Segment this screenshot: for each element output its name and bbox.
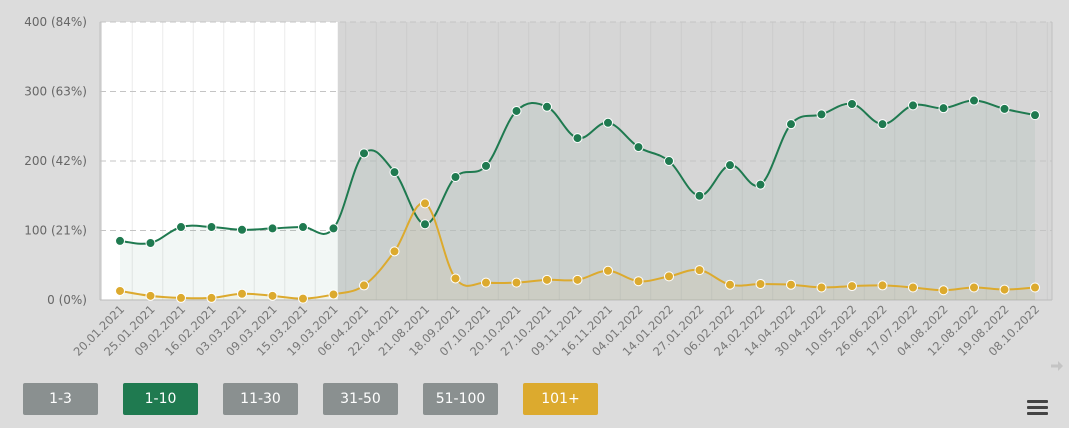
data-point-0-10[interactable] <box>420 219 430 230</box>
chart-points <box>115 95 1040 304</box>
data-point-1-15[interactable] <box>572 274 583 285</box>
filter-button-1-10[interactable]: 1-10 <box>123 383 198 415</box>
line-chart: 0 (0%) 100 (21%) 200 (42%) 300 (63%) 400 (84… <box>24 15 1053 359</box>
data-point-1-12[interactable] <box>481 277 491 288</box>
filter-button-11-30[interactable]: 11-30 <box>223 383 298 415</box>
data-point-0-25[interactable] <box>877 119 888 130</box>
data-point-1-23[interactable] <box>816 282 827 293</box>
filter-button-31-50[interactable]: 31-50 <box>323 383 398 415</box>
data-point-0-30[interactable] <box>1030 110 1040 121</box>
data-point-0-13[interactable] <box>511 105 522 116</box>
data-point-1-22[interactable] <box>786 279 796 290</box>
data-point-0-27[interactable] <box>938 103 949 114</box>
data-point-0-24[interactable] <box>847 99 857 110</box>
data-point-0-17[interactable] <box>633 142 644 153</box>
data-point-0-26[interactable] <box>908 100 918 111</box>
data-point-0-7[interactable] <box>328 223 339 234</box>
data-point-1-30[interactable] <box>1030 282 1040 293</box>
data-point-0-4[interactable] <box>237 224 247 235</box>
data-point-0-23[interactable] <box>816 109 827 120</box>
data-point-0-18[interactable] <box>664 156 674 166</box>
data-point-0-8[interactable] <box>359 148 369 159</box>
data-point-1-10[interactable] <box>420 198 430 209</box>
data-point-1-0[interactable] <box>115 285 125 296</box>
data-point-1-6[interactable] <box>298 293 308 304</box>
data-point-0-9[interactable] <box>389 167 400 178</box>
data-point-1-21[interactable] <box>755 279 766 290</box>
data-point-0-15[interactable] <box>572 133 583 144</box>
data-point-1-16[interactable] <box>603 265 613 276</box>
data-point-0-5[interactable] <box>267 223 278 234</box>
data-point-0-11[interactable] <box>450 171 461 182</box>
data-point-1-1[interactable] <box>145 290 156 301</box>
data-point-0-19[interactable] <box>694 190 705 201</box>
data-point-0-6[interactable] <box>298 222 308 233</box>
data-point-0-28[interactable] <box>969 95 979 106</box>
data-point-0-21[interactable] <box>755 179 766 190</box>
data-point-1-11[interactable] <box>450 273 461 284</box>
y-tick-label: 0 (0%) <box>47 293 87 307</box>
data-point-0-2[interactable] <box>176 222 186 233</box>
data-point-1-14[interactable] <box>542 274 552 285</box>
data-point-0-3[interactable] <box>206 222 217 233</box>
y-tick-label: 300 (63%) <box>24 85 87 99</box>
data-point-1-3[interactable] <box>206 292 217 303</box>
y-tick-label: 100 (21%) <box>24 224 87 238</box>
data-point-1-4[interactable] <box>237 288 247 299</box>
data-point-1-5[interactable] <box>267 290 278 301</box>
data-point-1-25[interactable] <box>877 280 888 291</box>
data-point-1-17[interactable] <box>633 276 644 287</box>
data-point-1-2[interactable] <box>176 292 186 303</box>
arrow-right-icon[interactable] <box>1049 358 1065 374</box>
data-point-0-22[interactable] <box>786 119 796 130</box>
data-point-1-7[interactable] <box>328 289 339 300</box>
data-point-0-20[interactable] <box>725 160 735 171</box>
data-point-1-29[interactable] <box>999 284 1010 295</box>
data-point-0-12[interactable] <box>481 160 491 171</box>
data-point-1-20[interactable] <box>725 279 735 290</box>
data-point-0-14[interactable] <box>542 101 552 112</box>
data-point-1-19[interactable] <box>694 265 705 276</box>
data-point-0-29[interactable] <box>999 103 1010 114</box>
data-point-1-13[interactable] <box>511 277 522 288</box>
data-point-1-27[interactable] <box>938 285 949 296</box>
y-tick-label: 400 (84%) <box>24 15 87 29</box>
filter-button-51-100[interactable]: 51-100 <box>423 383 498 415</box>
data-point-1-9[interactable] <box>389 246 400 257</box>
chart-grid <box>99 21 1053 301</box>
data-point-1-28[interactable] <box>969 282 979 293</box>
hamburger-menu-icon[interactable] <box>1027 400 1048 416</box>
data-point-1-8[interactable] <box>359 280 369 291</box>
y-tick-label: 200 (42%) <box>24 154 87 168</box>
x-axis-ticks: 20.01.202125.01.202109.02.202116.02.2021… <box>71 302 1042 358</box>
data-point-0-16[interactable] <box>603 117 613 128</box>
filter-button-1-3[interactable]: 1-3 <box>23 383 98 415</box>
data-point-1-18[interactable] <box>664 271 674 282</box>
data-point-0-1[interactable] <box>145 238 156 249</box>
data-point-0-0[interactable] <box>115 235 125 246</box>
filter-button-101-plus[interactable]: 101+ <box>523 383 598 415</box>
data-point-1-24[interactable] <box>847 281 857 292</box>
data-point-1-26[interactable] <box>908 282 918 293</box>
y-axis-ticks: 0 (0%) 100 (21%) 200 (42%) 300 (63%) 400 (84… <box>24 15 87 307</box>
series-area-0 <box>120 100 1035 301</box>
